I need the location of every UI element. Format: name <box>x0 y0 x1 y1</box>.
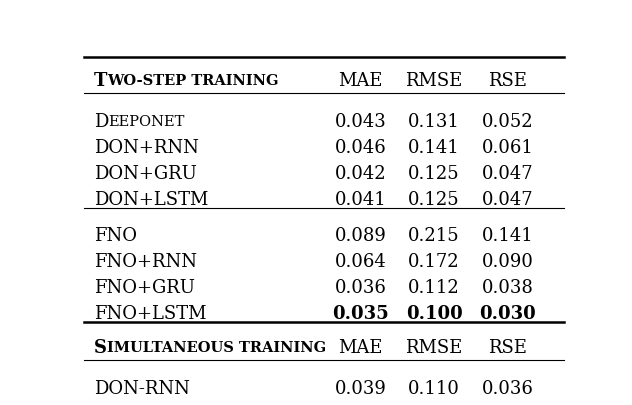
Text: IMULTANEOUS TRAINING: IMULTANEOUS TRAINING <box>107 340 326 354</box>
Text: 0.035: 0.035 <box>332 305 389 322</box>
Text: 0.061: 0.061 <box>482 139 533 156</box>
Text: FNO+LSTM: FNO+LSTM <box>94 305 206 322</box>
Text: FNO+GRU: FNO+GRU <box>94 279 195 296</box>
Text: 0.089: 0.089 <box>335 227 387 245</box>
Text: 0.215: 0.215 <box>408 227 460 245</box>
Text: 0.043: 0.043 <box>335 113 387 131</box>
Text: 0.125: 0.125 <box>408 164 460 182</box>
Text: FNO: FNO <box>94 227 137 245</box>
Text: 0.039: 0.039 <box>335 379 387 397</box>
Text: 0.112: 0.112 <box>408 279 460 296</box>
Text: 0.090: 0.090 <box>482 253 533 271</box>
Text: D: D <box>94 113 108 131</box>
Text: DON-RNN: DON-RNN <box>94 379 190 397</box>
Text: 0.041: 0.041 <box>335 190 387 208</box>
Text: 0.038: 0.038 <box>482 279 533 296</box>
Text: DON+LSTM: DON+LSTM <box>94 190 208 208</box>
Text: 0.064: 0.064 <box>335 253 387 271</box>
Text: 0.100: 0.100 <box>406 305 463 322</box>
Text: 0.141: 0.141 <box>482 227 533 245</box>
Text: T: T <box>94 72 107 90</box>
Text: RSE: RSE <box>488 72 527 90</box>
Text: MAE: MAE <box>338 72 383 90</box>
Text: DON+GRU: DON+GRU <box>94 164 197 182</box>
Text: EEPONET: EEPONET <box>108 115 185 129</box>
Text: 0.047: 0.047 <box>482 190 533 208</box>
Text: 0.141: 0.141 <box>408 139 460 156</box>
Text: 0.052: 0.052 <box>482 113 533 131</box>
Text: 0.047: 0.047 <box>482 164 533 182</box>
Text: 0.046: 0.046 <box>335 139 387 156</box>
Text: 0.172: 0.172 <box>408 253 460 271</box>
Text: RSE: RSE <box>488 338 527 356</box>
Text: S: S <box>94 338 107 356</box>
Text: WO-STEP TRAINING: WO-STEP TRAINING <box>107 74 279 88</box>
Text: MAE: MAE <box>338 338 383 356</box>
Text: 0.131: 0.131 <box>408 113 460 131</box>
Text: 0.110: 0.110 <box>408 379 460 397</box>
Text: FNO+RNN: FNO+RNN <box>94 253 197 271</box>
Text: DON+RNN: DON+RNN <box>94 139 198 156</box>
Text: 0.030: 0.030 <box>479 305 536 322</box>
Text: RMSE: RMSE <box>405 72 463 90</box>
Text: 0.042: 0.042 <box>335 164 386 182</box>
Text: 0.125: 0.125 <box>408 190 460 208</box>
Text: 0.036: 0.036 <box>482 379 533 397</box>
Text: 0.036: 0.036 <box>335 279 387 296</box>
Text: RMSE: RMSE <box>405 338 463 356</box>
